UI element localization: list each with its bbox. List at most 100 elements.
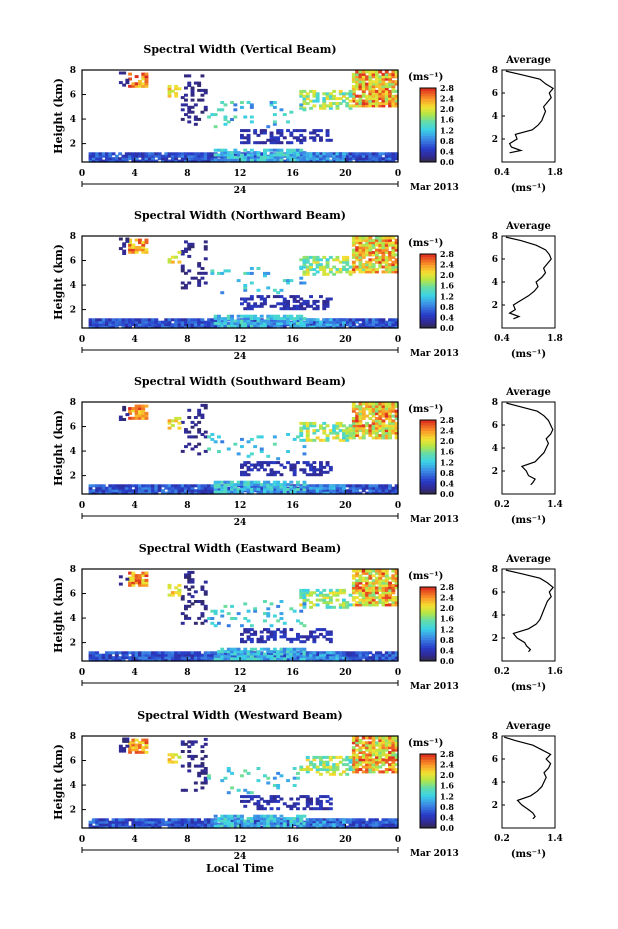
heatmap-cell [296, 483, 300, 487]
profile-x-tick-label: 0.4 [494, 168, 510, 178]
heatmap-cell [384, 588, 389, 592]
heatmap-cell [292, 804, 297, 808]
heatmap-cell [289, 480, 294, 484]
heatmap-cell [309, 99, 313, 103]
heatmap-cell [197, 616, 202, 620]
heatmap-cell [328, 651, 333, 655]
heatmap-cell [193, 489, 198, 493]
heatmap-cell [361, 94, 366, 98]
heatmap-cell [289, 485, 294, 489]
colorbar-band [420, 93, 436, 97]
heatmap-cell [388, 102, 392, 105]
heatmap-cell [243, 152, 248, 156]
heatmap-cell [223, 269, 228, 273]
heatmap-cell [381, 586, 386, 590]
heatmap-cell [223, 151, 228, 155]
heatmap-cell [187, 247, 192, 251]
heatmap-cell [276, 158, 281, 162]
heatmap-cell [325, 760, 330, 764]
heatmap-cell [348, 434, 353, 437]
heatmap-cell [371, 72, 376, 76]
heatmap-cell [184, 818, 188, 822]
heatmap-cell [233, 814, 238, 818]
heatmap-cell [371, 768, 376, 771]
heatmap-cell [361, 601, 366, 604]
heatmap-cell [200, 764, 205, 768]
heatmap-cell [394, 601, 399, 604]
heatmap-cell [282, 321, 287, 325]
heatmap-cell [131, 571, 136, 575]
heatmap-cell [358, 741, 363, 745]
heatmap-cell [269, 799, 274, 803]
heatmap-cell [240, 437, 244, 441]
heatmap-cell [312, 658, 317, 662]
heatmap-cell [358, 75, 363, 79]
heatmap-cell [118, 81, 123, 85]
heatmap-cell [335, 598, 340, 602]
heatmap-cell [315, 603, 320, 607]
heatmap-cell [345, 268, 350, 271]
heatmap-cell [319, 491, 323, 495]
heatmap-cell [151, 154, 155, 158]
heatmap-cell [368, 571, 373, 575]
heatmap-cell [220, 652, 225, 656]
heatmap-cell [302, 99, 307, 103]
heatmap-cell [394, 741, 399, 745]
heatmap-cell [174, 489, 179, 493]
heatmap-cell [342, 658, 346, 662]
heatmap-cell [246, 141, 251, 145]
heatmap-cell [332, 491, 337, 495]
heatmap-cell [365, 248, 369, 252]
heatmap-cell [355, 574, 360, 578]
heatmap-cell [381, 581, 386, 585]
heatmap-cell [276, 819, 281, 823]
heatmap-cell [371, 80, 376, 84]
heatmap-cell [358, 426, 363, 430]
heatmap-cell [134, 414, 139, 418]
heatmap-cell [200, 653, 205, 657]
heatmap-cell [111, 152, 116, 156]
heatmap-cell [141, 250, 146, 254]
heatmap-cell [144, 738, 149, 742]
heatmap-cell [207, 447, 211, 451]
heatmap-cell [292, 295, 297, 299]
heatmap-cell [391, 89, 396, 93]
heatmap-cell [378, 412, 383, 416]
heatmap-cell [226, 158, 231, 162]
heatmap-cell [131, 489, 136, 493]
heatmap-cell [207, 489, 211, 493]
heatmap-cell [378, 238, 383, 242]
heatmap-cell [342, 656, 346, 660]
heatmap-cell [358, 154, 363, 158]
heatmap-cell [141, 77, 146, 81]
heatmap-cell [315, 820, 320, 824]
heatmap-cell [388, 656, 392, 660]
heatmap-cell [378, 738, 383, 742]
heatmap-cell [365, 753, 369, 757]
heatmap-cell [272, 288, 277, 292]
heatmap-cell [328, 270, 333, 274]
heatmap-cell [128, 491, 132, 495]
heatmap-cell [184, 607, 188, 611]
heatmap-cell [118, 656, 123, 660]
heatmap-cell [197, 318, 202, 322]
heatmap-cell [328, 755, 333, 759]
heatmap-cell [121, 489, 126, 493]
heatmap-cell [118, 157, 123, 161]
heatmap-cell [101, 658, 106, 662]
heatmap-cell [355, 584, 360, 587]
heatmap-cell [230, 824, 234, 828]
heatmap-cell [351, 270, 356, 274]
heatmap-cell [197, 157, 202, 161]
heatmap-cell [144, 818, 149, 822]
heatmap-cell [151, 491, 155, 495]
heatmap-cell [128, 743, 132, 747]
heatmap-cell [378, 409, 383, 413]
heatmap-cell [266, 483, 271, 487]
heatmap-cell [197, 825, 202, 829]
heatmap-cell [322, 325, 327, 329]
heatmap-cell [282, 621, 287, 625]
heatmap-cell [378, 586, 383, 590]
heatmap-cell [187, 578, 192, 582]
x-tick-label: 16 [286, 501, 299, 511]
